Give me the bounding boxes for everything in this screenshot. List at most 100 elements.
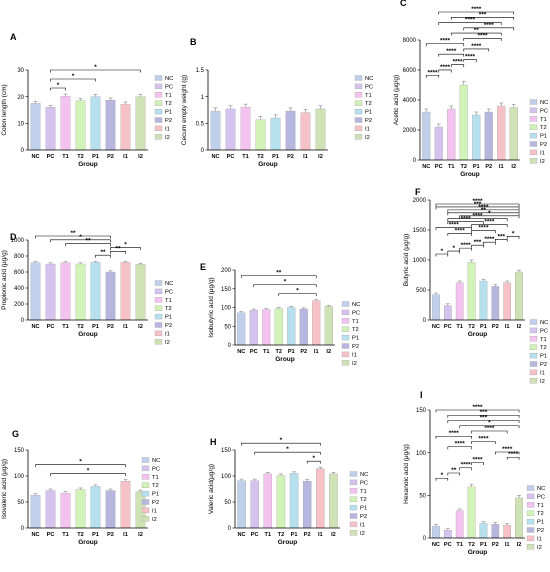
legend-label: I1	[165, 331, 170, 337]
legend-swatch	[529, 132, 538, 139]
panel-h: H 0 50 100 150 NC PC T1 T2 P1 P2 I1 I2 Group Valeric a…	[208, 437, 368, 546]
significance-label: ****	[449, 430, 460, 437]
legend-swatch	[349, 513, 358, 519]
significance-bracket	[447, 472, 460, 476]
significance-label: **	[276, 270, 282, 277]
legend-label: I1	[540, 150, 545, 156]
panel-letter: H	[210, 437, 217, 447]
legend-label: I1	[365, 126, 370, 132]
legend-swatch	[349, 471, 358, 477]
panel-i: I 0 50 100 150 NC PC T1 T2 P1 P2 I1 I2 Group Hexanoic …	[403, 390, 545, 556]
legend-label: P1	[152, 492, 159, 498]
legend-label: P2	[165, 118, 172, 124]
bar-p2	[484, 111, 493, 161]
x-tick-label: T1	[62, 532, 69, 538]
legend-swatch	[154, 280, 163, 286]
y-axis-title: Valeric acid(μg/g)	[208, 464, 215, 514]
x-tick-label: P2	[304, 532, 311, 538]
x-tick-label: P1	[288, 349, 295, 355]
legend-label: P1	[352, 336, 359, 342]
x-tick-label: I2	[138, 532, 143, 538]
significance-label: ****	[449, 222, 460, 229]
significance-bracket	[35, 235, 111, 239]
legend-label: I1	[540, 370, 545, 376]
legend-swatch	[526, 502, 535, 508]
legend-swatch	[529, 319, 538, 325]
significance-label: ****	[478, 435, 489, 442]
panel-b: B 0 0.5 1 1.5 NC PC T1 T2 P1 P2 I1 I2 Group Cecum empt…	[181, 37, 373, 168]
legend-label: P1	[537, 520, 544, 526]
significance-bracket	[447, 446, 472, 450]
y-tick-label: 200	[14, 302, 25, 308]
panel-letter: F	[415, 187, 421, 197]
x-tick-label: NC	[31, 532, 39, 538]
significance-label: ****	[477, 32, 488, 39]
legend-label: PC	[152, 466, 160, 472]
significance-bracket	[447, 250, 460, 254]
legend-label: I1	[360, 522, 365, 528]
significance-bracket	[447, 233, 472, 236]
x-tick-label: P1	[92, 324, 99, 330]
x-tick-label: I1	[314, 349, 319, 355]
legend-swatch	[154, 305, 163, 311]
legend-label: T1	[152, 475, 159, 481]
bar-p1	[479, 523, 488, 539]
significance-label: *	[72, 73, 75, 80]
legend-swatch	[354, 83, 363, 90]
x-tick-label: I1	[303, 154, 308, 160]
bar-nc	[432, 294, 440, 321]
bar-pc	[45, 263, 56, 321]
x-tick-label: I2	[138, 324, 143, 330]
legend-label: P2	[540, 142, 547, 148]
y-tick-label: 800	[14, 254, 25, 260]
significance-label: *	[124, 242, 127, 249]
significance-label: ****	[455, 441, 466, 448]
bar-t1	[455, 282, 464, 321]
legend-swatch	[529, 378, 538, 384]
legend-label: I1	[165, 126, 170, 132]
legend-swatch	[341, 301, 350, 307]
significance-label: **	[474, 27, 480, 34]
legend-swatch	[141, 482, 150, 488]
x-tick-label: T2	[460, 164, 467, 170]
legend-label: NC	[165, 281, 173, 287]
significance-label: ***	[480, 414, 488, 421]
legend-label: I2	[152, 517, 157, 523]
y-tick-label: 1000	[11, 238, 25, 244]
legend-label: T1	[537, 503, 544, 509]
y-tick-label: 0	[21, 318, 25, 324]
legend-label: NC	[537, 486, 545, 492]
significance-bracket	[110, 247, 141, 251]
legend-swatch	[354, 117, 363, 123]
legend-label: NC	[540, 320, 548, 326]
bar-t2	[276, 475, 286, 529]
x-tick-label: P2	[107, 532, 114, 538]
x-axis-title: Group	[468, 331, 488, 338]
bar-t1	[240, 107, 251, 151]
x-tick-label: P2	[107, 324, 114, 330]
legend-swatch	[526, 535, 535, 542]
legend-swatch	[529, 116, 538, 122]
y-tick-label: 100	[416, 451, 427, 457]
significance-bracket	[435, 435, 472, 439]
y-tick-label: 1500	[413, 228, 427, 234]
panel-letter: G	[12, 429, 19, 439]
significance-label: ****	[478, 204, 489, 211]
x-tick-label: PC	[444, 324, 452, 330]
bar-p2	[299, 308, 308, 346]
x-tick-label: T1	[263, 349, 270, 355]
significance-bracket	[306, 460, 321, 464]
bar-i2	[135, 96, 146, 151]
bar-t2	[274, 308, 283, 346]
bar-pc	[249, 309, 258, 346]
significance-label: *	[441, 248, 444, 255]
legend-swatch	[529, 361, 538, 367]
significance-label: ****	[471, 43, 482, 50]
bar-nc	[432, 525, 440, 539]
y-tick-label: 200	[221, 268, 232, 274]
significance-label: ****	[455, 227, 466, 234]
significance-label: ****	[484, 236, 495, 243]
legend-swatch	[526, 510, 535, 516]
legend-swatch	[529, 141, 538, 147]
y-axis-title: Colon length (cm)	[1, 84, 8, 135]
